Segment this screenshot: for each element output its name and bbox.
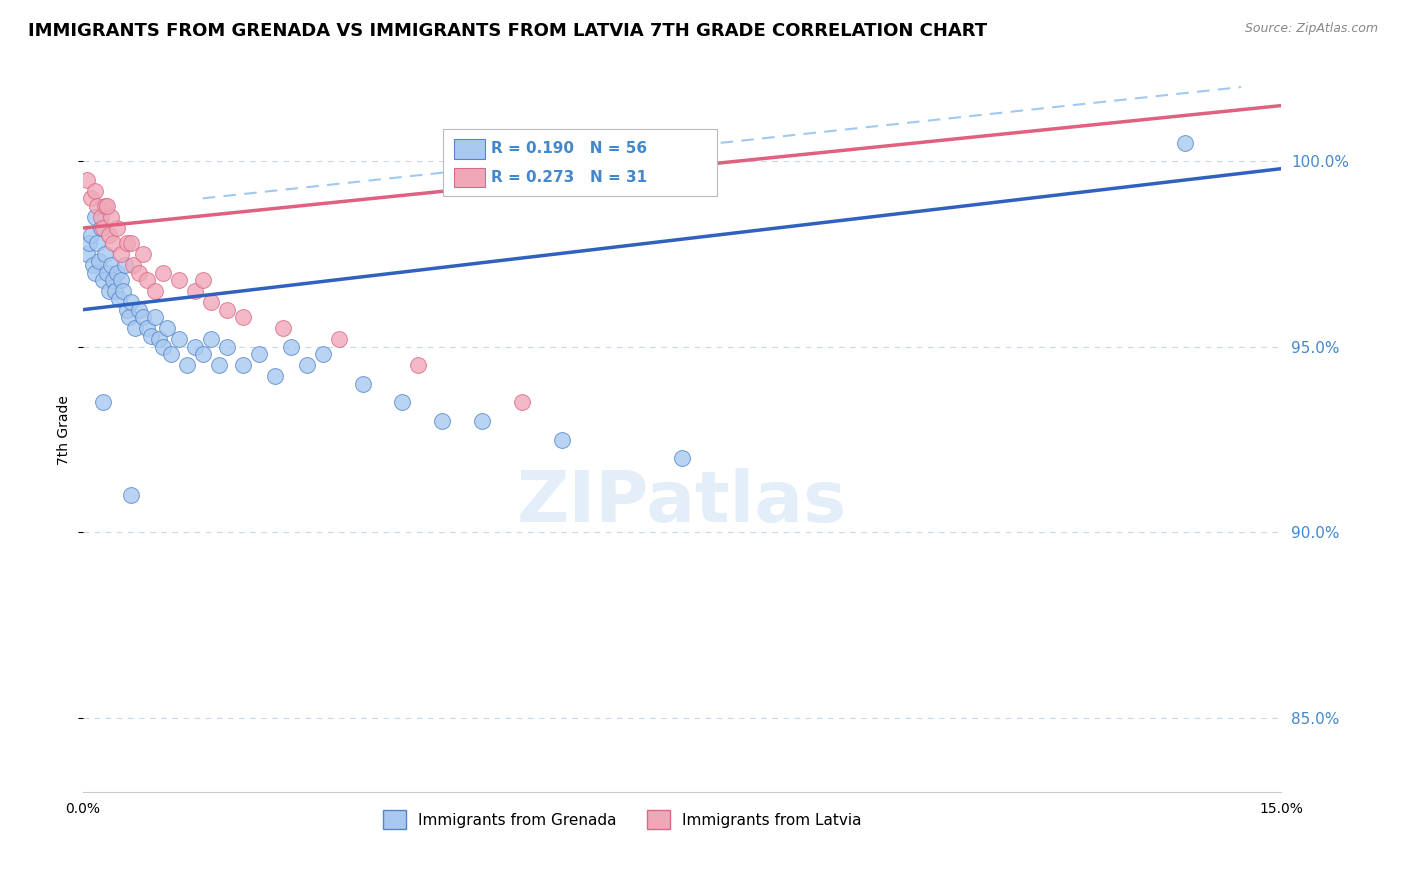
- Point: [671, 451, 693, 466]
- Point: [135, 273, 157, 287]
- Point: [132, 310, 155, 324]
- Point: [200, 295, 222, 310]
- Point: [100, 258, 122, 272]
- Point: [551, 433, 574, 447]
- Point: [108, 292, 131, 306]
- Point: [120, 295, 142, 310]
- Point: [103, 273, 125, 287]
- Point: [103, 235, 125, 250]
- Point: [94, 247, 117, 261]
- Point: [352, 376, 374, 391]
- Point: [271, 321, 294, 335]
- Point: [97, 284, 120, 298]
- Point: [91, 395, 114, 409]
- Point: [132, 247, 155, 261]
- Point: [280, 340, 302, 354]
- Point: [128, 302, 150, 317]
- Point: [128, 266, 150, 280]
- Point: [90, 210, 112, 224]
- Point: [184, 340, 207, 354]
- Point: [96, 199, 118, 213]
- Point: [156, 321, 179, 335]
- Point: [100, 210, 122, 224]
- Point: [120, 235, 142, 250]
- Point: [148, 332, 170, 346]
- Point: [110, 247, 132, 261]
- Point: [115, 235, 138, 250]
- Point: [80, 228, 103, 243]
- Point: [263, 369, 285, 384]
- Text: IMMIGRANTS FROM GRENADA VS IMMIGRANTS FROM LATVIA 7TH GRADE CORRELATION CHART: IMMIGRANTS FROM GRENADA VS IMMIGRANTS FR…: [28, 22, 987, 40]
- Text: R = 0.190   N = 56: R = 0.190 N = 56: [491, 142, 647, 156]
- Point: [167, 332, 190, 346]
- Point: [80, 191, 103, 205]
- Point: [111, 284, 134, 298]
- Point: [135, 321, 157, 335]
- Point: [91, 273, 114, 287]
- Point: [76, 247, 98, 261]
- Legend: Immigrants from Grenada, Immigrants from Latvia: Immigrants from Grenada, Immigrants from…: [377, 804, 868, 835]
- Y-axis label: 7th Grade: 7th Grade: [58, 395, 72, 465]
- Point: [184, 284, 207, 298]
- Point: [191, 347, 214, 361]
- Point: [94, 199, 117, 213]
- Point: [118, 310, 141, 324]
- Point: [120, 488, 142, 502]
- Point: [328, 332, 350, 346]
- Point: [311, 347, 333, 361]
- Point: [232, 310, 254, 324]
- Point: [471, 414, 494, 428]
- Point: [176, 359, 198, 373]
- Point: [191, 273, 214, 287]
- Point: [86, 199, 108, 213]
- Point: [115, 302, 138, 317]
- Point: [96, 266, 118, 280]
- Point: [152, 340, 174, 354]
- Point: [87, 254, 110, 268]
- Point: [215, 340, 238, 354]
- Point: [84, 266, 107, 280]
- Point: [232, 359, 254, 373]
- Point: [105, 221, 128, 235]
- Point: [79, 235, 101, 250]
- Text: R = 0.273   N = 31: R = 0.273 N = 31: [491, 170, 647, 185]
- Point: [167, 273, 190, 287]
- Point: [90, 221, 112, 235]
- Point: [82, 258, 104, 272]
- Point: [208, 359, 231, 373]
- Point: [1174, 136, 1197, 150]
- Point: [110, 273, 132, 287]
- Point: [160, 347, 183, 361]
- Point: [76, 173, 98, 187]
- Point: [143, 310, 166, 324]
- Point: [91, 221, 114, 235]
- Point: [86, 235, 108, 250]
- Point: [391, 395, 413, 409]
- Text: ZIPatlas: ZIPatlas: [517, 468, 846, 537]
- Point: [510, 395, 533, 409]
- Text: Source: ZipAtlas.com: Source: ZipAtlas.com: [1244, 22, 1378, 36]
- Point: [143, 284, 166, 298]
- Point: [408, 359, 430, 373]
- Point: [215, 302, 238, 317]
- Point: [97, 228, 120, 243]
- Point: [247, 347, 270, 361]
- Point: [84, 184, 107, 198]
- Point: [295, 359, 318, 373]
- Point: [105, 266, 128, 280]
- Point: [432, 414, 454, 428]
- Point: [104, 284, 127, 298]
- Point: [124, 321, 146, 335]
- Point: [200, 332, 222, 346]
- Point: [84, 210, 107, 224]
- Point: [121, 258, 143, 272]
- Point: [139, 328, 162, 343]
- Point: [152, 266, 174, 280]
- Point: [114, 258, 136, 272]
